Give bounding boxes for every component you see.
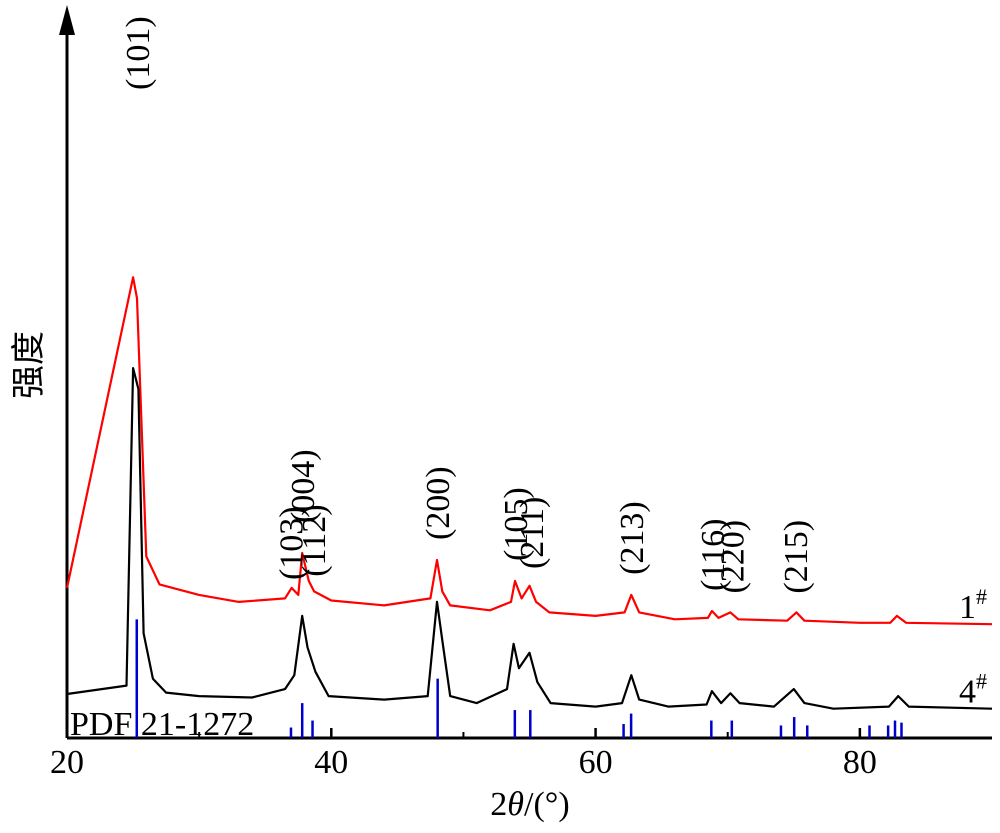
series-label-1: 1# <box>959 584 987 626</box>
series-line-4 <box>66 367 993 710</box>
y-axis-arrow <box>59 5 75 35</box>
peak-label: (004) <box>285 449 322 523</box>
x-axis-label: 2θ/(°) <box>490 786 569 823</box>
x-tick-label: 20 <box>50 744 84 781</box>
reference-label: PDF 21-1272 <box>70 706 254 743</box>
peak-label: (200) <box>420 466 457 540</box>
peak-label: (211) <box>514 497 551 569</box>
peak-label: (116) <box>695 519 732 591</box>
axes: 20 40 60 80 <box>50 5 992 781</box>
series-line-1 <box>65 276 993 626</box>
peak-labels: (101) (103)(004)(112) (200) (105)(211) (213)… <box>120 16 815 593</box>
x-tick-label: 80 <box>843 744 877 781</box>
peak-label: (213) <box>614 501 651 575</box>
peak-label: (105) <box>498 487 535 561</box>
x-tick-label: 60 <box>579 744 613 781</box>
x-tick-label: 40 <box>314 744 348 781</box>
peak-label: (112) <box>296 504 333 576</box>
peak-label: (220) <box>715 520 752 594</box>
series-label-4: 4# <box>959 669 987 711</box>
y-axis-label: 强度 <box>9 331 49 399</box>
peak-label: (215) <box>778 520 815 594</box>
peak-label: (101) <box>120 16 157 90</box>
series-group: 1# 4# <box>65 276 993 711</box>
peak-label: (103) <box>273 506 310 580</box>
reference-lines <box>135 619 903 738</box>
